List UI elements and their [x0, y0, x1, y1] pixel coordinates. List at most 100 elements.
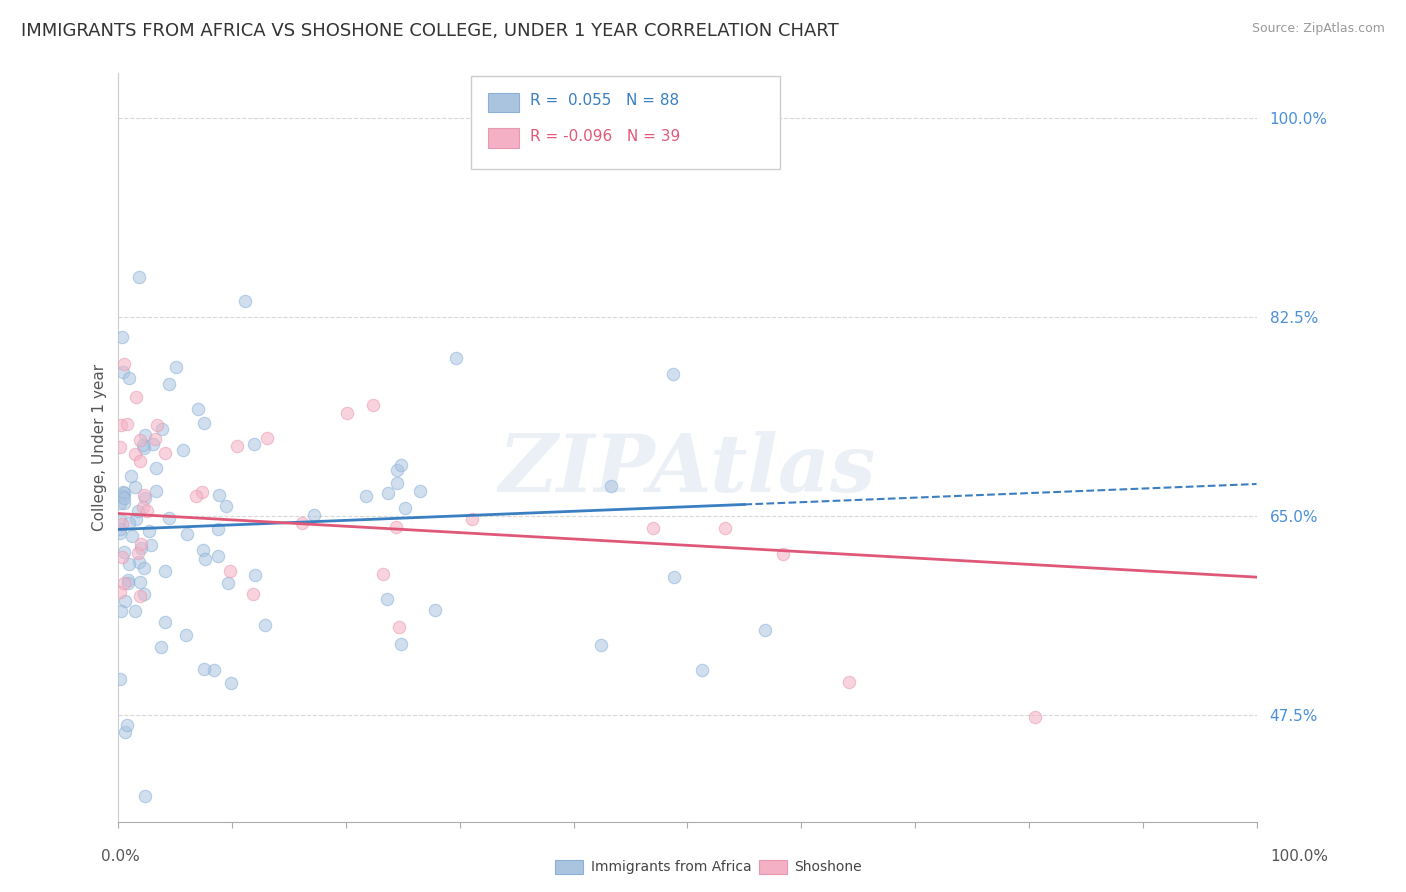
Point: [662, 570, 685, 584]
Point: [444, 351, 467, 365]
Point: [111, 489, 134, 503]
Point: [110, 522, 132, 536]
Point: [662, 367, 685, 381]
Point: [108, 672, 131, 686]
Point: [112, 485, 135, 500]
Point: [409, 483, 432, 498]
Point: [193, 552, 215, 566]
Point: [356, 489, 378, 503]
Point: [423, 603, 446, 617]
Point: [138, 524, 160, 538]
Point: [112, 491, 135, 506]
Point: [375, 591, 398, 606]
Text: IMMIGRANTS FROM AFRICA VS SHOSHONE COLLEGE, UNDER 1 YEAR CORRELATION CHART: IMMIGRANTS FROM AFRICA VS SHOSHONE COLLE…: [21, 22, 839, 40]
Point: [208, 488, 231, 502]
Point: [713, 521, 735, 535]
Point: [117, 576, 139, 591]
Point: [111, 329, 134, 343]
Point: [153, 615, 176, 629]
Point: [128, 574, 150, 589]
Point: [219, 564, 242, 578]
Point: [336, 406, 359, 420]
Point: [134, 427, 156, 442]
Point: [112, 575, 135, 590]
Point: [145, 483, 167, 498]
Point: [145, 432, 167, 446]
Point: [363, 398, 385, 412]
Point: [217, 576, 239, 591]
Point: [172, 443, 194, 458]
Point: [124, 604, 146, 618]
Point: [461, 512, 484, 526]
Point: [149, 640, 172, 655]
Point: [599, 479, 621, 493]
Point: [207, 522, 229, 536]
Point: [134, 441, 156, 455]
Point: [132, 488, 155, 502]
Point: [176, 527, 198, 541]
Point: [108, 514, 131, 528]
Point: [112, 544, 135, 558]
Point: [124, 447, 146, 461]
Point: [134, 789, 156, 803]
Point: [373, 566, 395, 581]
Point: [111, 517, 134, 532]
Point: [186, 489, 208, 503]
Point: [242, 587, 264, 601]
Point: [114, 725, 136, 739]
Point: [202, 663, 225, 677]
Point: [141, 538, 163, 552]
Point: [108, 441, 131, 455]
Point: [243, 437, 266, 451]
Point: [191, 485, 214, 500]
Point: [690, 664, 713, 678]
Point: [157, 377, 180, 392]
Point: [155, 446, 177, 460]
Point: [129, 434, 152, 448]
Point: [243, 568, 266, 582]
Point: [134, 587, 156, 601]
Point: [165, 360, 187, 375]
Point: [256, 431, 278, 445]
Point: [118, 516, 141, 530]
Point: [389, 637, 412, 651]
Point: [108, 526, 131, 541]
Point: [385, 463, 408, 477]
Point: [120, 469, 142, 483]
Point: [589, 638, 612, 652]
Point: [110, 604, 132, 618]
Point: [191, 543, 214, 558]
Point: [124, 481, 146, 495]
Point: [193, 662, 215, 676]
Y-axis label: College, Under 1 year: College, Under 1 year: [93, 364, 107, 532]
Text: Immigrants from Africa: Immigrants from Africa: [591, 860, 751, 874]
Point: [124, 390, 146, 404]
Point: [111, 550, 134, 565]
Point: [838, 675, 860, 690]
Point: [155, 564, 177, 578]
Point: [112, 495, 135, 509]
Point: [129, 454, 152, 468]
Point: [207, 549, 229, 563]
Point: [135, 504, 157, 518]
Point: [131, 500, 153, 514]
Point: [387, 475, 409, 490]
Point: [110, 417, 132, 432]
Text: Shoshone: Shoshone: [794, 860, 862, 874]
Point: [121, 529, 143, 543]
Point: [157, 511, 180, 525]
Point: [641, 521, 664, 535]
Text: Source: ZipAtlas.com: Source: ZipAtlas.com: [1251, 22, 1385, 36]
Point: [377, 486, 399, 500]
Point: [112, 365, 135, 379]
Point: [394, 500, 416, 515]
Point: [1024, 710, 1046, 724]
Point: [129, 537, 152, 551]
Point: [127, 504, 149, 518]
Point: [772, 547, 794, 561]
Point: [754, 623, 776, 637]
Text: R = -0.096   N = 39: R = -0.096 N = 39: [530, 129, 681, 144]
Point: [128, 269, 150, 284]
Point: [129, 590, 152, 604]
Point: [219, 676, 242, 690]
